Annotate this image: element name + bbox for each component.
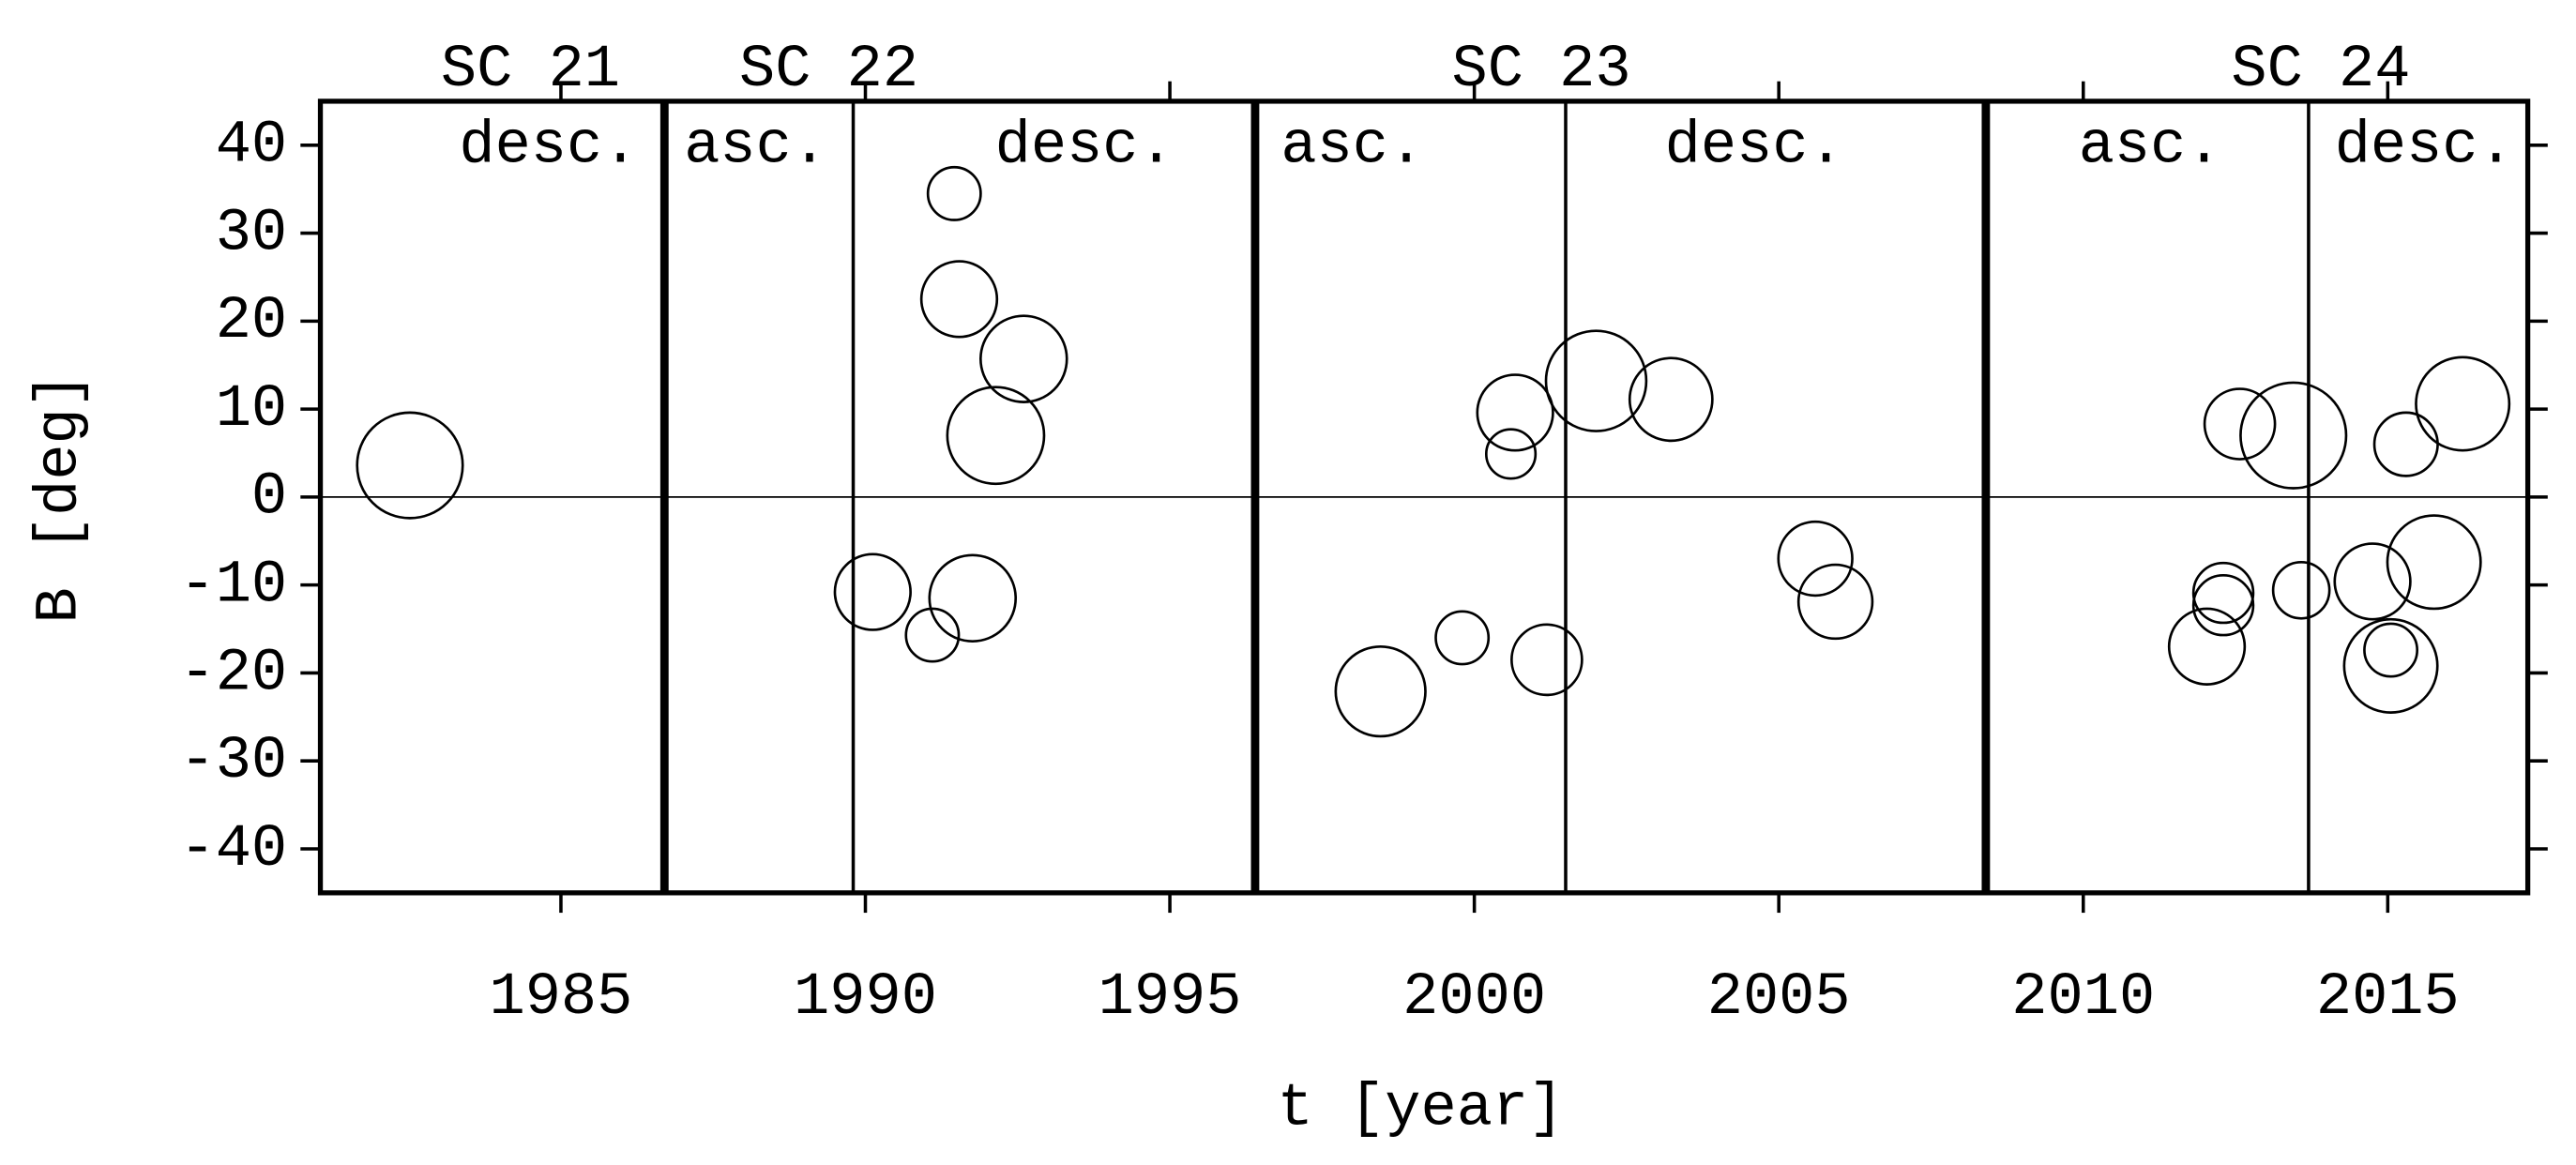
bubble: [2191, 574, 2255, 637]
y-tick-label: 40: [216, 113, 287, 180]
cycle-label: SC 23: [1451, 37, 1630, 104]
x-tick-label: 2000: [1402, 964, 1546, 1032]
bubble: [2203, 387, 2277, 461]
x-tick-label: 1990: [794, 964, 937, 1032]
y-tick-label: -40: [179, 816, 287, 884]
plot-frame: [317, 98, 2531, 896]
x-tick-label: 1985: [490, 964, 633, 1032]
x-tick-label: 2015: [2316, 964, 2460, 1032]
bubble: [928, 553, 1018, 643]
bubble: [1777, 520, 1854, 598]
phase-label: asc.: [684, 113, 827, 181]
y-tick-label: -30: [179, 728, 287, 795]
y-tick-label: 30: [216, 200, 287, 267]
y-tick-label: -10: [179, 552, 287, 619]
x-axis-label: t [year]: [1278, 1076, 1565, 1143]
y-tick-label: 0: [251, 464, 287, 532]
y-tick-label: 20: [216, 288, 287, 356]
bubble: [919, 260, 999, 339]
phase-label: asc.: [1280, 113, 1424, 181]
bubble: [2333, 542, 2412, 621]
bubble: [2386, 514, 2482, 611]
cycle-label: SC 21: [441, 37, 620, 104]
bubble: [1434, 610, 1491, 666]
bubble: [2167, 607, 2247, 686]
phase-label: asc.: [2079, 113, 2222, 181]
bubble: [926, 165, 982, 221]
bubble: [946, 386, 1046, 486]
bubble: [1484, 428, 1538, 480]
phase-label: desc.: [1665, 113, 1844, 181]
bubble: [1796, 563, 1874, 641]
phase-label: desc.: [459, 113, 638, 181]
x-tick-label: 2010: [2011, 964, 2155, 1032]
bubble: [1628, 356, 1714, 443]
cycle-label: SC 22: [739, 37, 918, 104]
cycle-label: SC 24: [2231, 37, 2410, 104]
x-tick-label: 2005: [1707, 964, 1851, 1032]
bubble: [1544, 329, 1648, 432]
y-tick-label: 10: [216, 376, 287, 444]
bubble: [1476, 373, 1554, 452]
y-tick-label: -20: [179, 640, 287, 707]
bubble: [904, 607, 961, 663]
bubble: [833, 552, 912, 631]
bubble: [2415, 356, 2511, 452]
bubble: [2239, 381, 2348, 490]
bubble: [2342, 617, 2439, 714]
bubble: [2271, 560, 2331, 620]
y-axis-label: B [deg]: [27, 372, 95, 624]
bubble: [356, 411, 464, 520]
bubble: [1510, 623, 1583, 697]
x-tick-label: 1995: [1099, 964, 1242, 1032]
bubble: [1334, 644, 1427, 738]
bubble: [979, 314, 1068, 403]
phase-label: desc.: [2335, 113, 2514, 181]
bubble: [2363, 622, 2419, 678]
bubble: [2191, 561, 2255, 625]
phase-label: desc.: [995, 113, 1174, 181]
